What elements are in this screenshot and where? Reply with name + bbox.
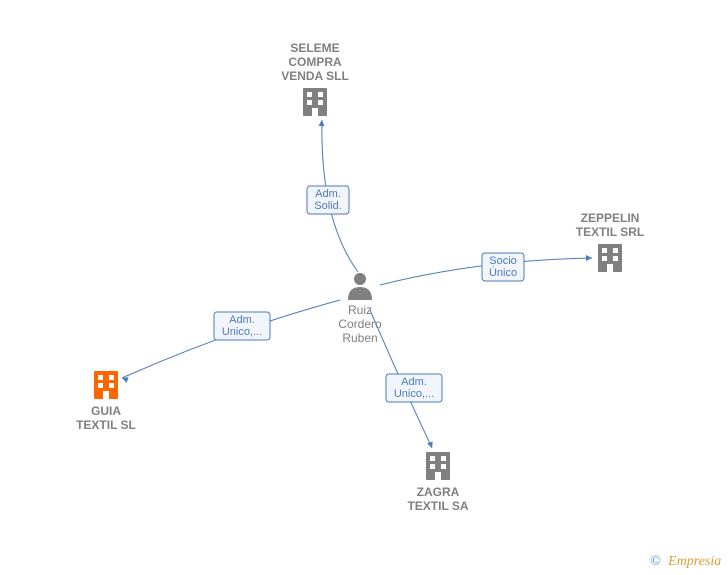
company-label: ZEPPELINTEXTIL SRL <box>576 211 644 239</box>
building-icon <box>303 88 327 116</box>
edge-label: Adm.Unico,... <box>214 312 270 340</box>
watermark: © Empresia <box>650 554 721 569</box>
company-label: SELEMECOMPRAVENDA SLL <box>281 41 349 83</box>
edge-label: SocioÚnico <box>482 253 524 281</box>
edge-label: Adm.Unico,... <box>386 374 442 402</box>
building-icon <box>598 244 622 272</box>
relationship-diagram: Adm.Solid. SocioÚnico Adm.Unico,... Adm.Uni… <box>0 0 728 575</box>
edge-label-text: SocioÚnico <box>489 255 517 279</box>
center-person: RuizCorderoRuben <box>338 273 382 345</box>
company-node: SELEMECOMPRAVENDA SLL <box>281 41 349 116</box>
company-label: GUIATEXTIL SL <box>76 404 136 432</box>
watermark-text: Empresia <box>667 554 721 569</box>
building-icon <box>94 371 118 399</box>
edge-label: Adm.Solid. <box>307 186 349 214</box>
edge-label-text: Adm.Solid. <box>314 188 342 212</box>
company-label: ZAGRATEXTIL SA <box>407 485 468 513</box>
svg-text:© Empresia: © Empresia <box>650 554 721 569</box>
copyright-symbol: © <box>650 554 661 569</box>
person-icon <box>348 273 372 300</box>
center-label: RuizCorderoRuben <box>338 303 382 345</box>
company-node: ZEPPELINTEXTIL SRL <box>576 211 644 272</box>
building-icon <box>426 452 450 480</box>
company-node: ZAGRATEXTIL SA <box>407 452 468 513</box>
